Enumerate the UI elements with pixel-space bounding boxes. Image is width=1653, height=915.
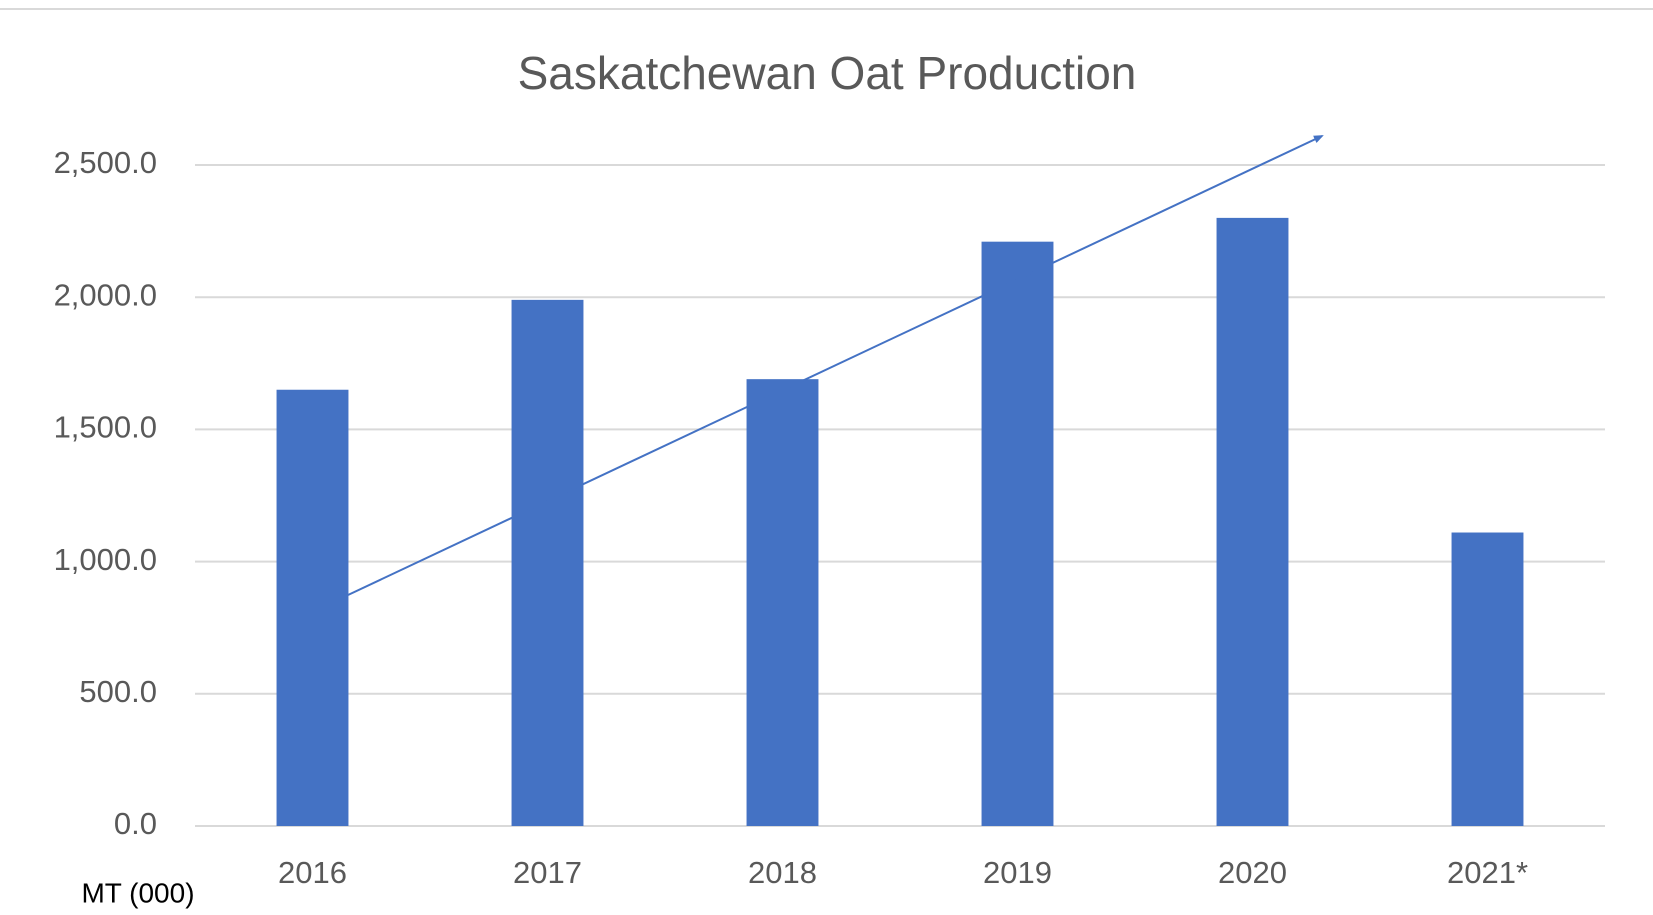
bars: 2016 2017 2018 2019 2020 2021*	[276, 217, 1528, 890]
bar	[746, 379, 819, 826]
bar	[1451, 532, 1524, 826]
y-tick-label: 0.0	[114, 806, 157, 841]
grid: 0.0 500.0 1,000.0 1,500.0 2,000.0 2,500.0	[54, 145, 1605, 841]
y-axis-label: MT (000)	[81, 877, 194, 908]
x-tick-label: 2021*	[1447, 855, 1528, 890]
x-tick-label: 2016	[278, 855, 347, 890]
x-tick-label: 2017	[513, 855, 582, 890]
y-tick-label: 1,000.0	[54, 542, 157, 577]
x-tick-label: 2019	[983, 855, 1052, 890]
bar	[276, 389, 349, 826]
bar	[981, 241, 1054, 826]
y-tick-label: 2,500.0	[54, 145, 157, 180]
y-tick-label: 500.0	[79, 674, 157, 709]
chart-title: Saskatchewan Oat Production	[518, 47, 1137, 99]
y-tick-label: 1,500.0	[54, 410, 157, 445]
trend-arrow	[347, 135, 1324, 596]
bar	[511, 299, 584, 826]
x-tick-label: 2020	[1218, 855, 1287, 890]
bar	[1216, 217, 1289, 826]
y-tick-label: 2,000.0	[54, 277, 157, 312]
x-tick-label: 2018	[748, 855, 817, 890]
